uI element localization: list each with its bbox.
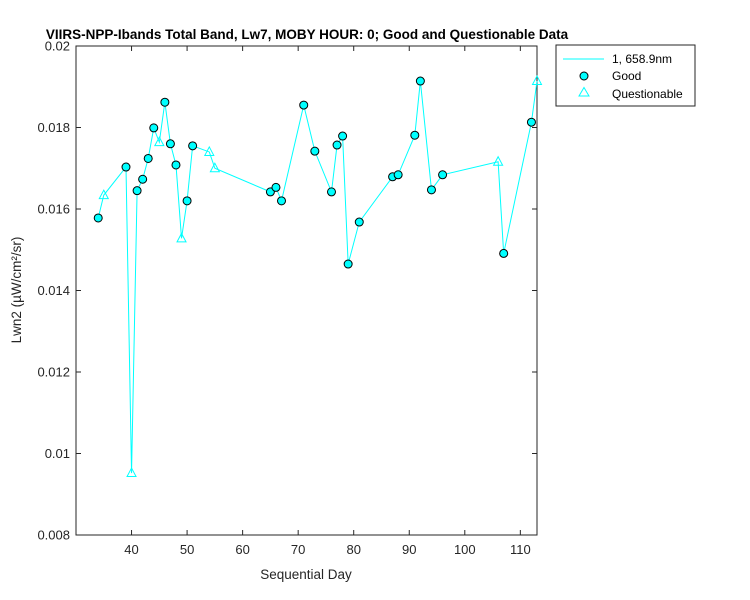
questionable-point: [153, 136, 165, 147]
good-point: [415, 76, 425, 86]
y-tick-label: 0.012: [37, 365, 70, 380]
x-tick-label: 80: [346, 542, 360, 557]
questionable-point: [531, 74, 543, 86]
legend-entry-line: 1, 658.9nm: [612, 52, 672, 66]
good-point: [271, 182, 281, 192]
y-tick-label: 0.014: [37, 283, 70, 298]
questionable-point: [203, 145, 215, 156]
y-tick-label: 0.018: [37, 120, 70, 135]
x-tick-label: 50: [180, 542, 194, 557]
legend-entry-good: Good: [612, 69, 641, 83]
x-axis-label: Sequential Day: [260, 567, 352, 582]
good-point: [499, 248, 509, 258]
good-point: [310, 146, 320, 156]
good-point: [93, 213, 103, 223]
good-point: [277, 196, 287, 206]
good-point: [149, 123, 159, 133]
questionable-point: [209, 162, 221, 173]
legend-circle-swatch: [579, 71, 589, 81]
good-point: [426, 185, 436, 195]
questionable-point: [176, 232, 187, 243]
good-point: [138, 174, 148, 184]
questionable-point: [98, 189, 110, 200]
chart-title: VIIRS-NPP-Ibands Total Band, Lw7, MOBY H…: [46, 27, 569, 42]
good-point: [165, 139, 175, 149]
x-tick-label: 110: [510, 542, 531, 557]
x-tick-label: 90: [402, 542, 416, 557]
y-tick-label: 0.02: [45, 39, 70, 54]
plot-area: [75, 45, 538, 536]
good-point: [438, 170, 448, 180]
legend: 1, 658.9nm Good Questionable: [555, 44, 696, 107]
x-tick-label: 60: [235, 542, 249, 557]
x-tick-label: 100: [454, 542, 476, 557]
good-point: [393, 170, 403, 180]
y-tick-label: 0.01: [45, 446, 70, 461]
good-point: [121, 162, 131, 172]
good-point: [526, 117, 536, 127]
y-axis-label: Lwn2 (µW/cm²/sr): [9, 237, 24, 344]
good-point: [182, 196, 192, 206]
x-tick-label: 40: [124, 542, 138, 557]
good-point: [188, 141, 198, 151]
good-point: [332, 140, 342, 150]
y-axis: 0.008 0.01 0.012 0.014 0.016 0.018 0.02: [37, 39, 537, 543]
good-point: [143, 153, 153, 163]
questionable-point: [126, 466, 137, 478]
plot-content: [93, 74, 543, 478]
legend-entry-questionable: Questionable: [612, 87, 683, 101]
x-axis: 40 50 60 70 80 90 100 110: [124, 46, 531, 557]
good-point: [410, 130, 420, 140]
questionable-point: [492, 155, 504, 166]
good-point: [160, 97, 170, 107]
y-tick-label: 0.016: [37, 202, 70, 217]
good-point: [326, 187, 336, 197]
legend-triangle-swatch: [578, 86, 590, 97]
good-point: [338, 131, 348, 141]
good-point: [354, 217, 364, 227]
y-tick-label: 0.008: [37, 528, 70, 543]
good-point: [132, 186, 142, 196]
x-tick-label: 70: [291, 542, 305, 557]
good-point: [343, 259, 353, 269]
good-point: [171, 160, 181, 170]
good-point: [299, 100, 309, 110]
